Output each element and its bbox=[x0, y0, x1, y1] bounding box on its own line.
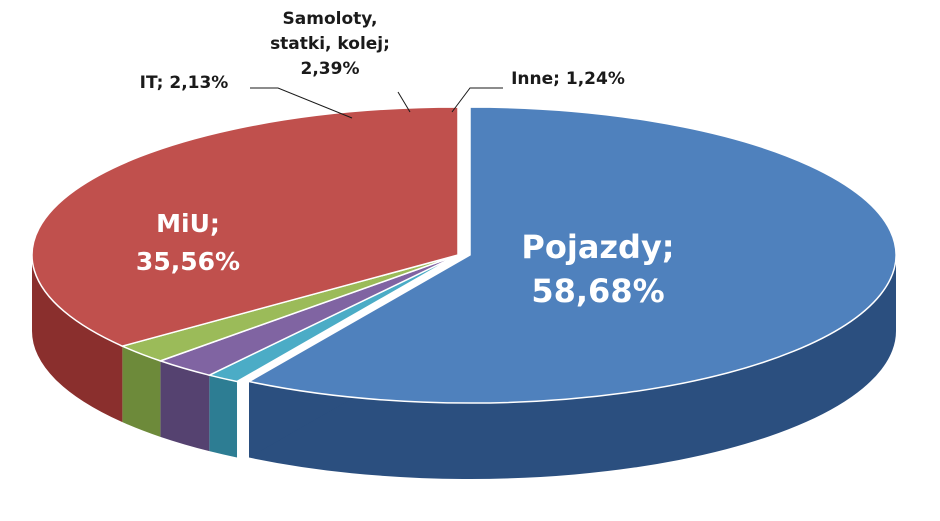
slice-label-line: statki, kolej; bbox=[270, 34, 390, 54]
slice-label-line: Pojazdy; bbox=[521, 228, 674, 266]
slice-side-4 bbox=[32, 255, 123, 423]
leader-line-1 bbox=[451, 87, 503, 113]
slice-label-line: Samoloty, bbox=[283, 9, 378, 29]
slice-label-3: IT; 2,13% bbox=[140, 73, 229, 93]
slice-label-line: MiU; bbox=[156, 209, 220, 238]
slice-side-2 bbox=[160, 360, 210, 452]
slice-label-line: IT; 2,13% bbox=[140, 73, 229, 93]
leader-lines bbox=[250, 87, 503, 119]
slice-label-line: 58,68% bbox=[531, 272, 664, 310]
slice-0 bbox=[246, 106, 897, 404]
leader-line-2 bbox=[397, 91, 411, 113]
slice-label-2: Samoloty, statki, kolej; 2,39% bbox=[270, 9, 390, 79]
slice-label-line: Inne; 1,24% bbox=[511, 69, 625, 89]
slice-label-0: Pojazdy; 58,68% bbox=[521, 228, 674, 310]
slice-label-line: 35,56% bbox=[136, 247, 240, 276]
pie-tops bbox=[31, 106, 897, 404]
slice-side-1 bbox=[209, 375, 238, 458]
slice-4 bbox=[31, 106, 459, 347]
slice-side-3 bbox=[122, 346, 161, 437]
slice-label-1: Inne; 1,24% bbox=[511, 69, 625, 89]
slice-label-4: MiU; 35,56% bbox=[136, 209, 240, 276]
slice-side-0 bbox=[249, 255, 896, 479]
slice-labels: Pojazdy; 58,68% Inne; 1,24% Samoloty, statki… bbox=[136, 9, 675, 310]
leader-line-3 bbox=[250, 87, 353, 119]
slice-label-line: 2,39% bbox=[301, 59, 360, 79]
